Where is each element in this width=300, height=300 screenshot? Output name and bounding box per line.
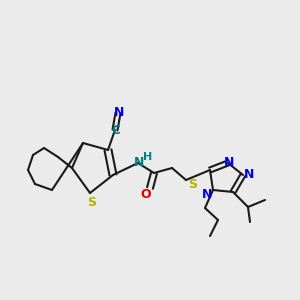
Text: O: O — [141, 188, 151, 202]
Text: S: S — [88, 196, 97, 208]
Text: N: N — [244, 169, 254, 182]
Text: S: S — [188, 178, 197, 190]
Text: N: N — [202, 188, 212, 200]
Text: N: N — [114, 106, 124, 119]
Text: N: N — [134, 155, 144, 169]
Text: H: H — [143, 152, 153, 162]
Text: C: C — [112, 124, 120, 137]
Text: N: N — [224, 155, 234, 169]
